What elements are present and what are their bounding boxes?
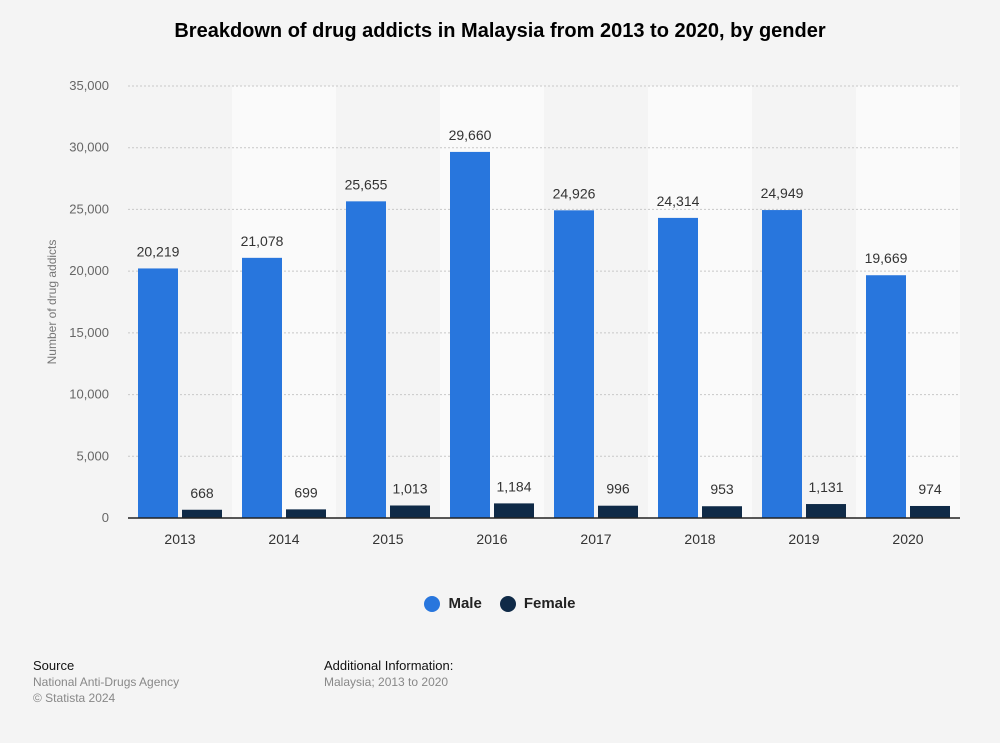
bar-male-2020	[866, 275, 906, 518]
legend-female-label: Female	[523, 595, 576, 612]
data-label-male-2017: 24,926	[553, 185, 596, 201]
bar-male-2013	[138, 268, 178, 518]
x-tick-label: 2018	[684, 531, 715, 547]
y-tick-label: 15,000	[69, 325, 109, 340]
bar-female-2017	[598, 505, 638, 518]
x-tick-label: 2015	[372, 531, 403, 547]
x-axis-ticks: 2013 2014 2015 2016 2017 2018 2019 2020	[164, 531, 923, 547]
data-label-female-2020: 974	[918, 481, 942, 497]
bar-female-2015	[390, 505, 430, 518]
x-tick-label: 2020	[892, 531, 923, 547]
y-tick-label: 10,000	[69, 387, 109, 402]
data-label-male-2020: 19,669	[865, 250, 908, 266]
data-label-female-2018: 953	[710, 481, 734, 497]
y-tick-label: 35,000	[69, 78, 109, 93]
x-tick-label: 2013	[164, 531, 195, 547]
bar-chart: 0 5,000 10,000 15,000 20,000 25,000 30,000 35,0…	[45, 78, 960, 547]
legend-male-swatch	[424, 595, 441, 612]
additional-info-block: Additional Information: Malaysia; 2013 t…	[324, 658, 453, 690]
bar-male-2016	[450, 151, 490, 518]
data-label-female-2015: 1,013	[392, 480, 427, 496]
x-tick-label: 2019	[788, 531, 819, 547]
bar-male-2017	[554, 210, 594, 518]
bar-female-2013	[182, 509, 222, 518]
source-link[interactable]: National Anti-Drugs Agency	[33, 675, 180, 689]
bar-female-2020	[910, 505, 950, 518]
bar-male-2018	[658, 217, 698, 519]
data-label-female-2016: 1,184	[496, 478, 531, 494]
data-label-female-2013: 668	[190, 485, 214, 501]
bar-male-2019	[762, 210, 802, 519]
additional-info-heading: Additional Information:	[324, 658, 454, 673]
source-heading: Source	[33, 658, 75, 673]
chart-title: Breakdown of drug addicts in Malaysia fr…	[174, 20, 826, 42]
bar-male-2014	[242, 257, 282, 518]
y-tick-label: 5,000	[76, 448, 109, 463]
data-label-male-2019: 24,949	[761, 185, 804, 201]
data-label-female-2014: 699	[294, 484, 318, 500]
legend-item-female[interactable]: Female	[499, 595, 576, 612]
y-axis-label: Number of drug addicts	[45, 240, 59, 365]
y-tick-label: 20,000	[69, 263, 109, 278]
legend-male-label: Male	[448, 595, 482, 612]
x-tick-label: 2014	[268, 531, 299, 547]
y-tick-label: 0	[102, 510, 109, 525]
data-label-male-2015: 25,655	[345, 176, 388, 192]
legend-item-male[interactable]: Male	[424, 595, 482, 612]
y-tick-label: 25,000	[69, 201, 109, 216]
y-tick-label: 30,000	[69, 140, 109, 155]
y-axis-ticks: 0 5,000 10,000 15,000 20,000 25,000 30,000 35,0…	[69, 78, 109, 525]
data-label-female-2017: 996	[606, 481, 630, 497]
data-label-male-2018: 24,314	[657, 193, 700, 209]
data-label-male-2013: 20,219	[137, 243, 180, 259]
bars	[138, 151, 950, 519]
gridlines	[128, 85, 960, 457]
source-block: Source National Anti-Drugs Agency © Stat…	[33, 658, 179, 706]
legend: Male Female	[0, 595, 1000, 612]
legend-female-swatch	[499, 595, 516, 612]
data-labels: 20,219 668 21,078 699 25,655 1,013 29,660 1,184…	[137, 127, 942, 501]
x-tick-label: 2016	[476, 531, 507, 547]
copyright: © Statista 2024	[33, 691, 116, 705]
bar-female-2018	[702, 506, 742, 518]
data-label-male-2014: 21,078	[241, 233, 284, 249]
additional-info-text: Malaysia; 2013 to 2020	[324, 675, 449, 689]
bar-female-2014	[286, 509, 326, 518]
bar-male-2015	[346, 201, 386, 518]
data-label-female-2019: 1,131	[808, 479, 843, 495]
x-tick-label: 2017	[580, 531, 611, 547]
data-label-male-2016: 29,660	[449, 127, 492, 143]
bar-female-2016	[494, 503, 534, 518]
bar-female-2019	[806, 504, 846, 518]
